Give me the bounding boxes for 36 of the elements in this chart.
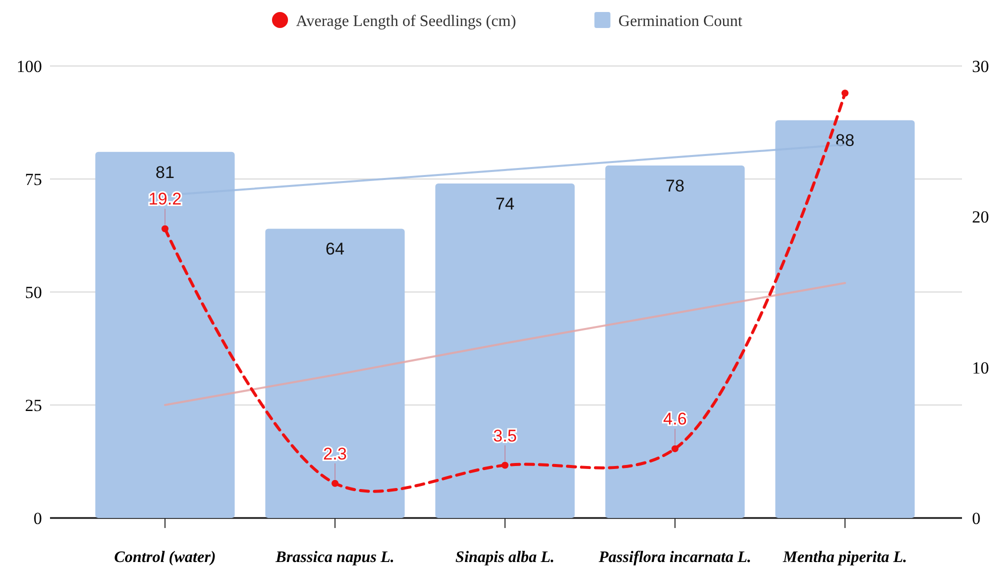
point (672, 445, 678, 452)
bar (605, 165, 745, 518)
y2-tick-label: 20 (972, 208, 989, 227)
line-series (164, 282, 846, 406)
data-label: 4.6 (663, 410, 687, 429)
data-label: 19.2 (148, 190, 182, 209)
x-tick-label: Mentha piperita L. (782, 549, 908, 566)
data-label: 64 (326, 240, 344, 259)
data-label: 2.3 (323, 444, 347, 464)
point (162, 225, 168, 232)
x-tick-label: Brassica napus L. (274, 549, 394, 566)
bar (265, 228, 405, 518)
y-tick-label: 100 (16, 57, 42, 76)
data-label: 78 (666, 176, 684, 196)
data-label: 3.5 (493, 426, 517, 446)
y2-tick-label: 0 (972, 509, 980, 528)
y-tick-label: 50 (25, 283, 42, 302)
legend-label: Average Length of Seedlings (cm) (296, 13, 516, 30)
point (842, 90, 848, 97)
legend-label: Germination Count (618, 13, 743, 30)
point (502, 462, 508, 469)
data-label: 74 (496, 194, 514, 214)
y2-tick-label: 10 (972, 358, 989, 378)
y-tick-label: 0 (34, 509, 42, 528)
x-tick-label: Passiflora incarnata L. (598, 549, 752, 566)
point (332, 480, 338, 487)
bar (435, 184, 575, 518)
bar (775, 120, 915, 518)
x-tick-label: Control (water) (114, 549, 216, 566)
y2-tick-label: 30 (972, 57, 989, 76)
data-label: 81 (156, 162, 174, 182)
y-tick-label: 75 (25, 170, 42, 189)
y-tick-label: 25 (25, 396, 42, 415)
data-label: 88 (836, 131, 854, 150)
bar (95, 152, 235, 518)
x-tick-label: Sinapis alba L. (455, 549, 555, 566)
